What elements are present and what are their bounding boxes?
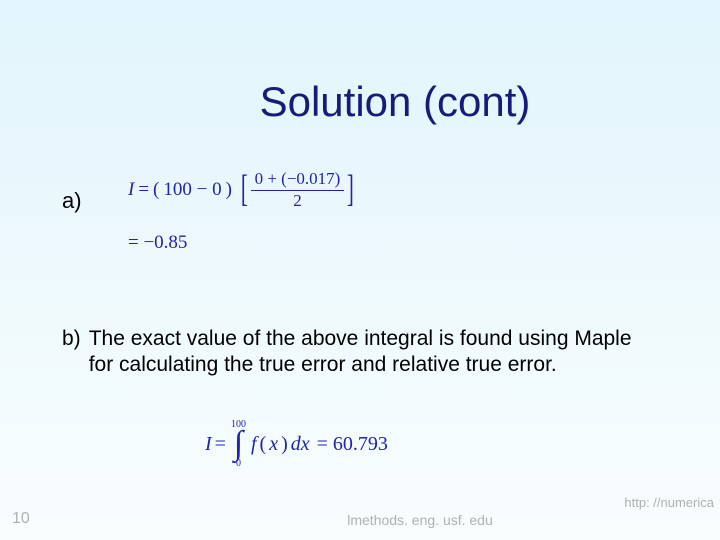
integral-lower: 0: [236, 459, 241, 469]
formula-a: I = ( 100 − 0 ) [ 0 + (−0.017) 2 ]: [128, 170, 357, 210]
formula-a-outer: 100 − 0: [163, 179, 221, 201]
part-a-label: a): [62, 188, 82, 214]
formula-b-var: I: [205, 433, 212, 456]
formula-a-fraction: 0 + (−0.017) 2: [251, 170, 345, 210]
footer-right: http: //numerica: [624, 495, 714, 510]
formula-b-x: x: [269, 433, 278, 456]
part-b-label: b): [62, 326, 81, 379]
formula-a-var: I: [128, 179, 134, 201]
formula-b: I = 100 ∫ 0 f ( x ) dx = 60.793: [205, 420, 388, 469]
part-b-text: The exact value of the above integral is…: [89, 326, 660, 379]
formula-b-result: = 60.793: [317, 433, 388, 456]
formula-a-denominator: 2: [289, 191, 306, 211]
formula-b-f: f: [251, 433, 257, 456]
right-bracket-icon: ]: [347, 170, 354, 210]
slide-title: Solution (cont): [0, 78, 720, 126]
integral-symbol-icon: ∫: [234, 430, 243, 459]
formula-a-result: = −0.85: [128, 232, 187, 254]
formula-a-numerator: 0 + (−0.017): [251, 170, 345, 191]
formula-b-close: ): [281, 433, 288, 456]
left-bracket-icon: [: [241, 170, 248, 210]
formula-b-eq: =: [215, 433, 226, 456]
formula-b-open: (: [260, 433, 267, 456]
integral-icon: 100 ∫ 0: [231, 420, 246, 469]
formula-a-bracket: [ 0 + (−0.017) 2 ]: [238, 170, 357, 210]
formula-a-eq: =: [138, 179, 149, 201]
footer-center: lmethods. eng. usf. edu: [0, 512, 720, 528]
formula-a-paren-close: ): [226, 179, 232, 201]
formula-a-paren-open: (: [153, 179, 159, 201]
part-b: b) The exact value of the above integral…: [62, 326, 660, 379]
formula-b-dx: dx: [291, 433, 310, 456]
